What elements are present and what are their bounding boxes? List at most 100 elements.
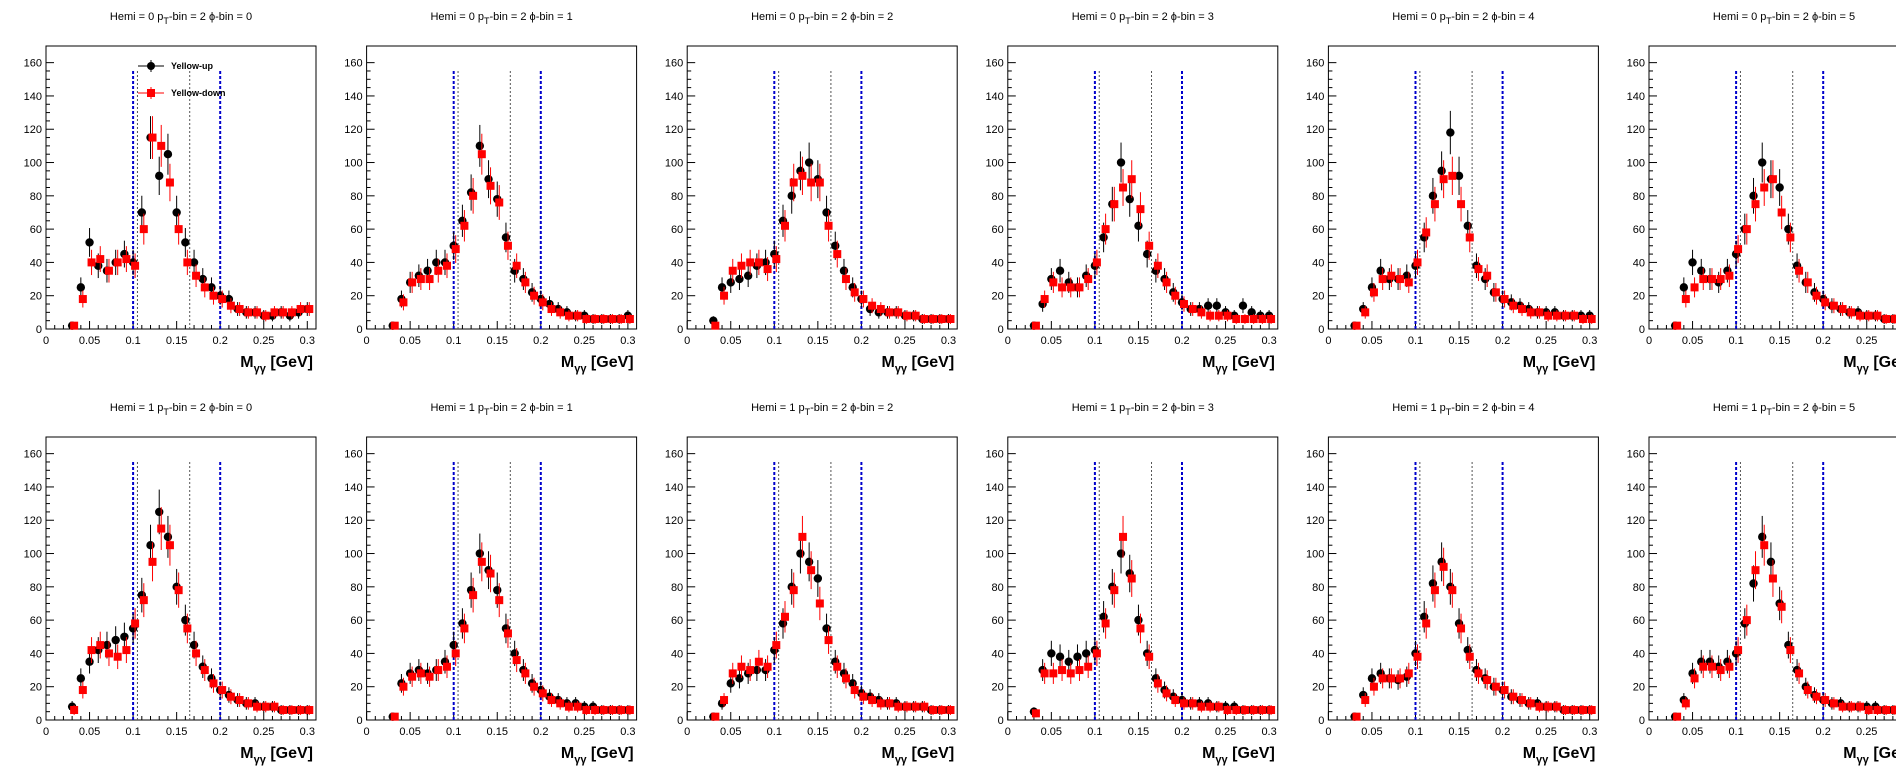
- x-tick-label: 0.3: [941, 726, 956, 738]
- y-tick-label: 120: [1627, 124, 1645, 136]
- y-tick-label: 20: [350, 682, 362, 694]
- x-tick-label: 0.3: [941, 335, 956, 347]
- data-point-yellow-down: [122, 646, 131, 655]
- data-point-yellow-down: [1240, 706, 1249, 715]
- data-point-yellow-down: [929, 315, 938, 324]
- x-tick-label: 0.25: [894, 726, 915, 738]
- x-tick-label: 0: [364, 726, 370, 738]
- panel-2: Hemi = 0 pT-bin = 2 ϕ-bin = 2 0 20 40 60 80 10…: [665, 11, 958, 375]
- y-tick-label: 100: [665, 158, 683, 170]
- data-point-yellow-down: [1760, 183, 1769, 192]
- y-tick-label: 140: [985, 482, 1003, 494]
- data-point-yellow-up: [163, 532, 173, 542]
- data-point-yellow-down: [841, 674, 850, 683]
- data-point-yellow-down: [1465, 652, 1474, 661]
- data-point-yellow-down: [556, 699, 565, 708]
- data-point-yellow-up: [1758, 532, 1767, 542]
- data-point-yellow-down: [87, 646, 96, 655]
- x-tick-label: 0.1: [1087, 726, 1102, 738]
- data-point-yellow-down: [1162, 278, 1171, 287]
- data-point-yellow-up: [839, 266, 849, 275]
- data-point-yellow-down: [261, 311, 270, 320]
- data-point-yellow-down: [192, 649, 201, 658]
- y-tick-label: 80: [1633, 582, 1645, 594]
- x-axis-label: Mγγ [GeV]: [1843, 745, 1896, 766]
- data-point-yellow-up: [787, 191, 796, 201]
- data-point-yellow-down: [148, 557, 157, 566]
- panel-8: Hemi = 1 pT-bin = 2 ϕ-bin = 2 0 20 40 60 80 10…: [665, 402, 958, 766]
- data-point-yellow-up: [726, 679, 735, 688]
- data-point-yellow-up: [1428, 191, 1438, 201]
- data-point-yellow-down: [599, 315, 608, 324]
- data-point-yellow-down: [1422, 619, 1431, 628]
- data-point-yellow-down: [894, 308, 903, 317]
- title-sub: T: [805, 407, 811, 417]
- title-pre: Hemi = 1 p: [1072, 402, 1126, 414]
- data-point-yellow-down: [1812, 291, 1821, 300]
- plot-frame: [1007, 45, 1279, 330]
- plot-frame: [1007, 436, 1279, 721]
- data-point-yellow-down: [564, 311, 573, 320]
- data-point-yellow-down: [469, 591, 478, 600]
- data-point-yellow-down: [70, 321, 79, 330]
- y-tick-label: 160: [985, 449, 1003, 461]
- data-point-yellow-down: [1258, 706, 1267, 715]
- data-point-yellow-down: [1838, 702, 1847, 711]
- xlabel-main: M: [240, 354, 253, 371]
- data-point-yellow-down: [850, 686, 859, 695]
- data-point-yellow-down: [477, 150, 486, 159]
- xlabel-sub: γγ: [574, 754, 587, 766]
- data-point-yellow-down: [1768, 574, 1777, 583]
- data-point-yellow-up: [172, 208, 181, 217]
- data-point-yellow-down: [911, 702, 920, 711]
- data-point-yellow-down: [261, 702, 270, 711]
- data-point-yellow-down: [1526, 308, 1535, 317]
- title-sub: T: [1446, 407, 1452, 417]
- data-point-yellow-down: [1856, 702, 1865, 711]
- x-tick-label: 0.05: [1682, 726, 1703, 738]
- title-sub: T: [1766, 407, 1772, 417]
- data-point-yellow-down: [390, 321, 399, 330]
- y-tick-label: 0: [677, 324, 683, 336]
- data-point-yellow-down: [1171, 696, 1180, 705]
- data-point-yellow-down: [599, 706, 608, 715]
- data-point-yellow-down: [1101, 619, 1110, 628]
- xlabel-sub: γγ: [574, 363, 587, 375]
- data-point-yellow-down: [1136, 624, 1145, 633]
- data-point-yellow-down: [1188, 699, 1197, 708]
- data-point-yellow-down: [1509, 301, 1518, 310]
- title-sub: T: [1766, 16, 1772, 26]
- x-tick-label: 0.3: [620, 335, 635, 347]
- data-point-yellow-down: [1690, 283, 1699, 292]
- y-tick-label: 100: [665, 549, 683, 561]
- title-post: -bin = 2 ϕ-bin = 2: [810, 11, 893, 23]
- title-post: -bin = 2 ϕ-bin = 2: [810, 402, 893, 414]
- xlabel-main: M: [1523, 745, 1536, 762]
- xlabel-main: M: [881, 745, 894, 762]
- y-tick-label: 140: [24, 91, 42, 103]
- y-tick-label: 0: [677, 715, 683, 727]
- title-pre: Hemi = 0 p: [430, 11, 484, 23]
- x-tick-label: 0: [1646, 335, 1652, 347]
- xlabel-unit: [GeV]: [1548, 745, 1595, 762]
- x-tick-label: 0: [1005, 335, 1011, 347]
- panel-title: Hemi = 1 pT-bin = 2 ϕ-bin = 4: [1392, 402, 1534, 417]
- y-tick-label: 160: [24, 58, 42, 70]
- plot-frame: [45, 436, 317, 721]
- data-point-yellow-down: [902, 702, 911, 711]
- data-point-yellow-down: [564, 702, 573, 711]
- data-point-yellow-up: [804, 158, 814, 167]
- data-point-yellow-down: [1803, 686, 1812, 695]
- y-tick-label: 140: [1306, 91, 1324, 103]
- data-point-yellow-up: [493, 585, 502, 595]
- data-point-yellow-down: [911, 311, 920, 320]
- xlabel-unit: [GeV]: [586, 745, 633, 762]
- y-tick-label: 60: [992, 224, 1004, 236]
- data-point-yellow-down: [617, 315, 626, 324]
- data-point-yellow-down: [1768, 175, 1777, 184]
- x-tick-label: 0.3: [1261, 335, 1276, 347]
- data-point-yellow-down: [859, 692, 868, 701]
- data-point-yellow-down: [1145, 652, 1154, 661]
- xlabel-unit: [GeV]: [907, 745, 954, 762]
- data-point-yellow-down: [218, 686, 227, 695]
